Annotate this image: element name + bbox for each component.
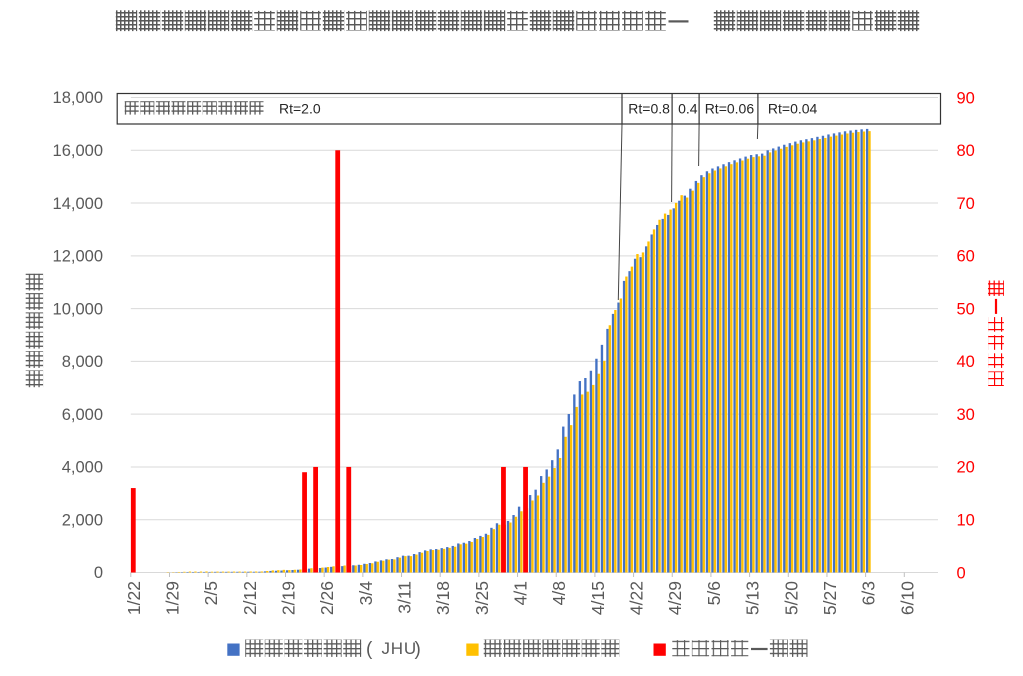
svg-text:5/6: 5/6 <box>704 581 724 605</box>
svg-text:): ) <box>415 639 421 660</box>
svg-text:70: 70 <box>957 195 975 213</box>
svg-text:JHU: JHU <box>382 639 417 658</box>
svg-text:(: ( <box>366 639 373 660</box>
svg-text:60: 60 <box>957 248 975 266</box>
svg-text:14,000: 14,000 <box>53 195 103 213</box>
svg-text:Rt=0.06: Rt=0.06 <box>705 100 755 116</box>
svg-text:6/10: 6/10 <box>897 581 917 615</box>
svg-text:0: 0 <box>94 564 103 582</box>
svg-text:90: 90 <box>957 89 975 107</box>
svg-text:10: 10 <box>957 512 975 530</box>
svg-text:2/12: 2/12 <box>240 581 260 615</box>
svg-text:3/4: 3/4 <box>356 581 376 606</box>
svg-text:Rt=0.8: Rt=0.8 <box>628 100 670 116</box>
svg-text:5/13: 5/13 <box>743 581 763 615</box>
svg-text:4/29: 4/29 <box>665 581 685 615</box>
svg-text:10,000: 10,000 <box>53 300 103 318</box>
svg-text:30: 30 <box>957 406 975 424</box>
svg-text:5/20: 5/20 <box>781 581 801 615</box>
svg-text:2/26: 2/26 <box>317 581 337 615</box>
svg-text:4/22: 4/22 <box>627 581 647 615</box>
svg-text:2/5: 2/5 <box>201 581 221 605</box>
svg-text:4/1: 4/1 <box>511 581 531 605</box>
svg-text:0: 0 <box>957 564 966 582</box>
svg-text:4,000: 4,000 <box>62 459 103 477</box>
svg-text:16,000: 16,000 <box>53 142 103 160</box>
svg-text:1/29: 1/29 <box>163 581 183 615</box>
svg-text:2,000: 2,000 <box>62 511 103 529</box>
svg-text:3/25: 3/25 <box>472 581 492 615</box>
svg-text:4/8: 4/8 <box>549 581 569 605</box>
svg-text:18,000: 18,000 <box>53 89 103 107</box>
svg-text:5/27: 5/27 <box>820 581 840 615</box>
svg-text:2/19: 2/19 <box>279 581 299 615</box>
svg-text:0.4: 0.4 <box>678 100 698 116</box>
svg-text:Rt=2.0: Rt=2.0 <box>279 100 321 116</box>
svg-text:3/11: 3/11 <box>395 581 415 614</box>
svg-text:8,000: 8,000 <box>62 353 103 371</box>
svg-text:Rt=0.04: Rt=0.04 <box>768 100 818 116</box>
svg-text:40: 40 <box>957 353 975 371</box>
svg-text:50: 50 <box>957 300 975 318</box>
svg-text:20: 20 <box>957 459 975 477</box>
svg-text:6/3: 6/3 <box>859 581 879 605</box>
svg-text:3/18: 3/18 <box>433 581 453 615</box>
svg-text:4/15: 4/15 <box>588 581 608 615</box>
svg-text:80: 80 <box>957 142 975 160</box>
svg-text:12,000: 12,000 <box>53 248 103 266</box>
svg-text:6,000: 6,000 <box>62 406 103 424</box>
svg-text:1/22: 1/22 <box>124 581 144 615</box>
